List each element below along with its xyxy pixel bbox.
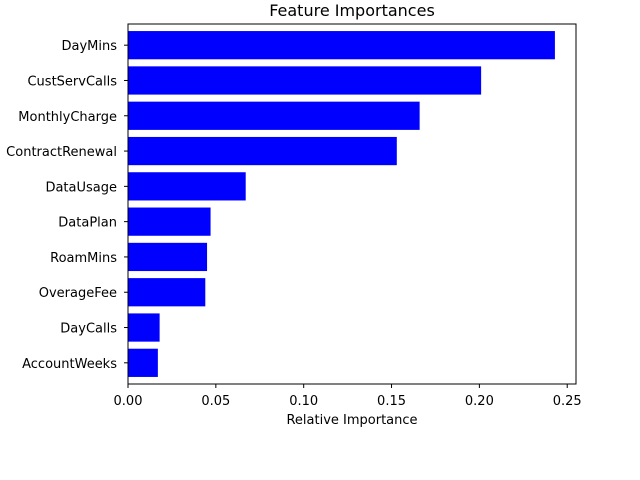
y-tick-label: DayCalls bbox=[60, 322, 117, 337]
x-tick-label: 0.10 bbox=[289, 394, 318, 409]
bar-OverageFee bbox=[128, 278, 206, 307]
y-tick-label: AccountWeeks bbox=[22, 357, 117, 372]
y-tick-labels: DayMins CustServCalls MonthlyCharge Contrac… bbox=[6, 39, 128, 372]
chart-title: Feature Importances bbox=[269, 1, 435, 20]
bar-AccountWeeks bbox=[128, 348, 158, 377]
x-tick-label: 0.05 bbox=[201, 394, 230, 409]
bar-MonthlyCharge bbox=[128, 101, 420, 130]
y-tick-label: CustServCalls bbox=[27, 74, 117, 89]
y-tick-label: OverageFee bbox=[39, 286, 117, 301]
x-tick-label: 0.25 bbox=[553, 394, 582, 409]
y-tick-label: DayMins bbox=[61, 39, 117, 54]
y-tick-label: RoamMins bbox=[50, 251, 117, 266]
x-tick-label: 0.00 bbox=[114, 394, 143, 409]
x-ticks: 0.00 0.05 0.10 0.15 0.20 0.25 bbox=[114, 384, 582, 409]
plot-frame bbox=[127, 23, 577, 385]
x-tick-label: 0.20 bbox=[465, 394, 494, 409]
y-tick-label: MonthlyCharge bbox=[18, 110, 117, 125]
y-tick-label: ContractRenewal bbox=[6, 145, 117, 160]
y-tick-label: DataUsage bbox=[45, 180, 117, 195]
bar-DayCalls bbox=[128, 313, 160, 342]
bar-CustServCalls bbox=[128, 66, 482, 95]
bar-DayMins bbox=[128, 31, 555, 60]
bar-RoamMins bbox=[128, 242, 208, 272]
bar-DataUsage bbox=[128, 172, 246, 201]
bar-DataPlan bbox=[128, 207, 211, 236]
x-axis-label: Relative Importance bbox=[286, 413, 417, 428]
x-tick-label: 0.15 bbox=[377, 394, 406, 409]
bar-ContractRenewal bbox=[128, 136, 397, 166]
y-tick-label: DataPlan bbox=[58, 216, 117, 231]
bars-group bbox=[128, 31, 555, 377]
